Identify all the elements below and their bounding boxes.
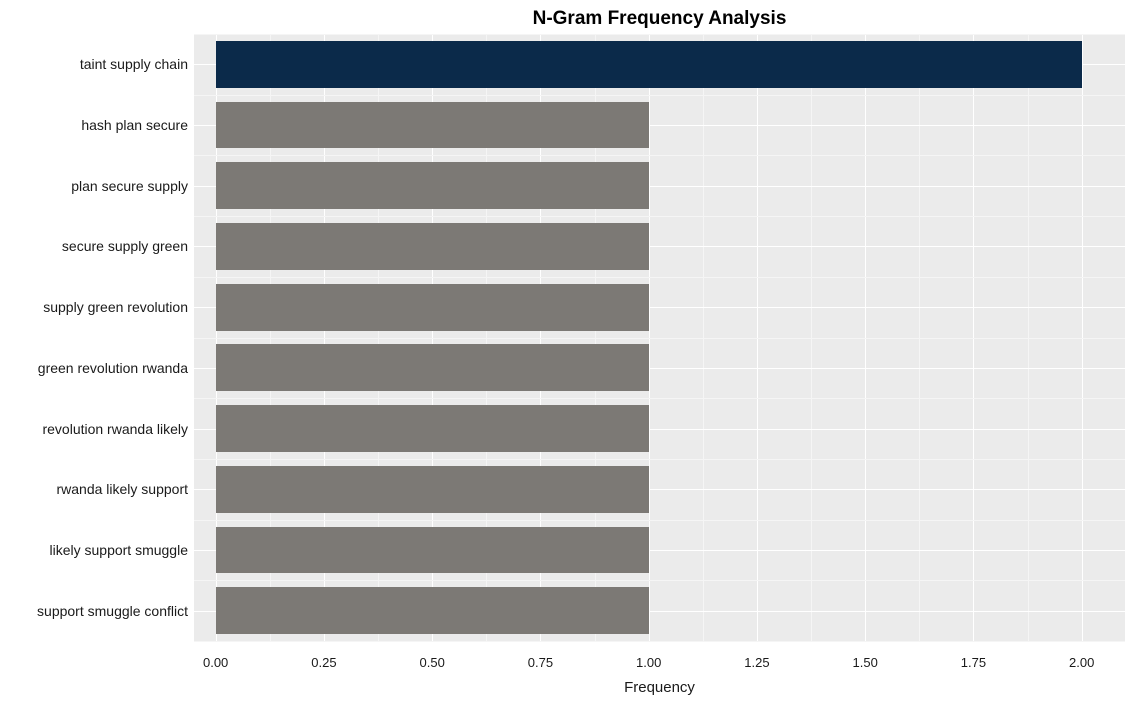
x-tick-label: 0.00 [203, 655, 228, 670]
bar [216, 405, 649, 452]
x-tick-label: 2.00 [1069, 655, 1094, 670]
bar [216, 284, 649, 331]
bar [216, 223, 649, 270]
bar [216, 344, 649, 391]
hgrid-minor [194, 216, 1125, 217]
hgrid-minor [194, 459, 1125, 460]
bar [216, 587, 649, 634]
bar [216, 466, 649, 513]
y-tick-label: plan secure supply [71, 178, 188, 194]
chart-title: N-Gram Frequency Analysis [194, 8, 1125, 30]
x-tick-label: 1.50 [853, 655, 878, 670]
hgrid-minor [194, 641, 1125, 642]
hgrid-minor [194, 155, 1125, 156]
bar [216, 527, 649, 574]
y-tick-label: green revolution rwanda [38, 360, 188, 376]
y-tick-label: taint supply chain [80, 56, 188, 72]
x-tick-label: 1.00 [636, 655, 661, 670]
x-tick-label: 0.25 [311, 655, 336, 670]
y-axis-labels: taint supply chain hash plan secure plan s… [0, 34, 188, 641]
x-tick-label: 0.50 [420, 655, 445, 670]
y-tick-label: supply green revolution [43, 299, 188, 315]
y-tick-label: revolution rwanda likely [42, 421, 188, 437]
x-tick-label: 0.75 [528, 655, 553, 670]
hgrid-minor [194, 34, 1125, 35]
x-tick-label: 1.75 [961, 655, 986, 670]
hgrid-minor [194, 338, 1125, 339]
ngram-chart: N-Gram Frequency Analysis taint supply c… [0, 0, 1134, 701]
hgrid-minor [194, 580, 1125, 581]
y-tick-label: support smuggle conflict [37, 603, 188, 619]
y-tick-label: hash plan secure [81, 117, 188, 133]
bar [216, 41, 1082, 88]
hgrid-minor [194, 277, 1125, 278]
x-tick-label: 1.25 [744, 655, 769, 670]
y-tick-label: rwanda likely support [56, 481, 188, 497]
bar [216, 102, 649, 149]
y-tick-label: likely support smuggle [49, 542, 188, 558]
hgrid-minor [194, 520, 1125, 521]
y-tick-label: secure supply green [62, 238, 188, 254]
plot-area [194, 34, 1125, 641]
bar [216, 162, 649, 209]
hgrid-minor [194, 398, 1125, 399]
x-axis-label: Frequency [194, 679, 1125, 696]
hgrid-minor [194, 95, 1125, 96]
